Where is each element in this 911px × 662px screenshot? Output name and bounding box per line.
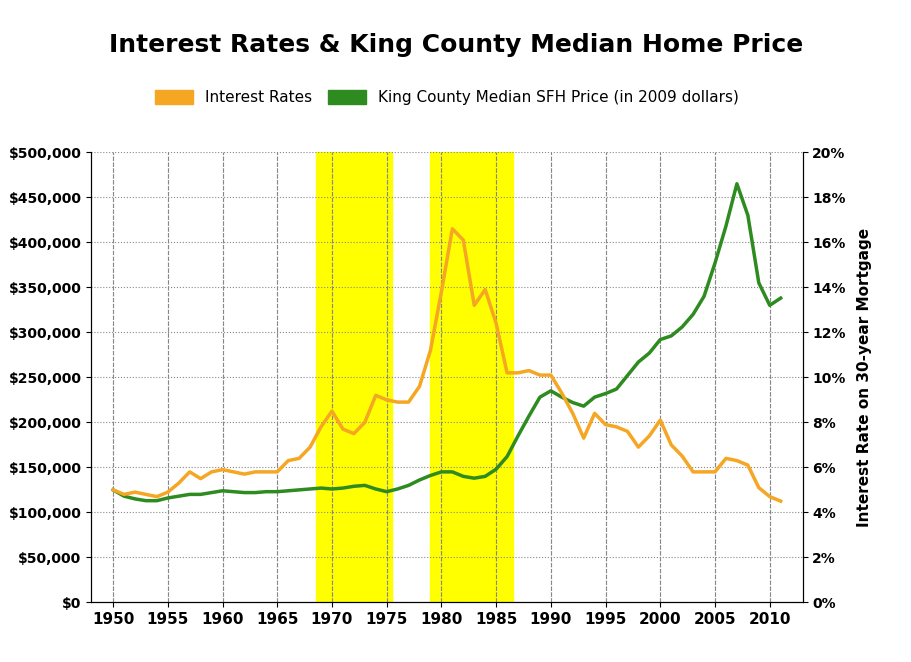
- Bar: [430, 152, 512, 602]
- Legend: Interest Rates, King County Median SFH Price (in 2009 dollars): Interest Rates, King County Median SFH P…: [148, 84, 744, 111]
- Text: Interest Rates & King County Median Home Price: Interest Rates & King County Median Home…: [108, 33, 803, 57]
- Y-axis label: Interest Rate on 30-year Mortgage: Interest Rate on 30-year Mortgage: [856, 228, 871, 527]
- Bar: [315, 152, 392, 602]
